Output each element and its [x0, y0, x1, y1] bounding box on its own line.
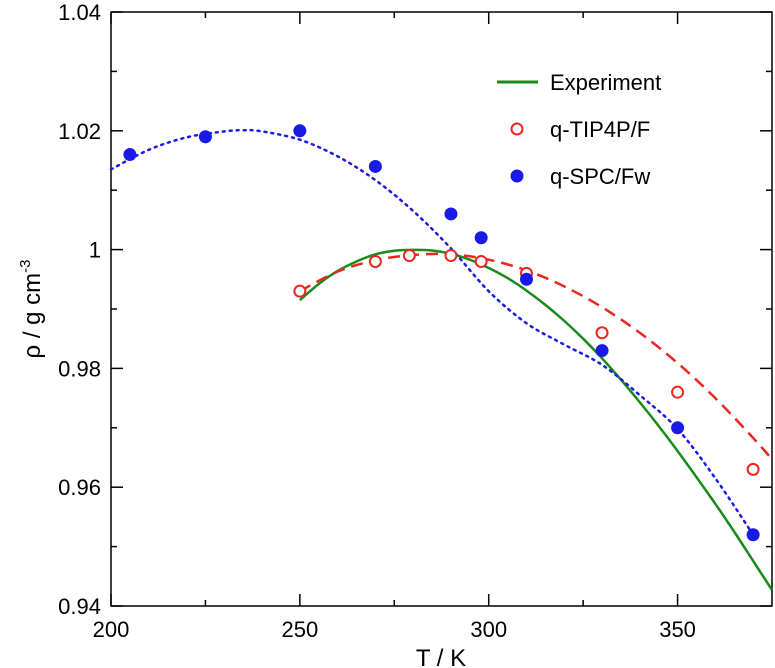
legend-experiment-label: Experiment	[550, 70, 661, 95]
tip4p-point	[474, 254, 488, 268]
plot-frame	[110, 11, 773, 607]
legend-tip4p-label: q-TIP4P/F	[550, 117, 650, 142]
y-tick-label: 0.96	[58, 475, 101, 500]
x-tick-label: 200	[93, 617, 130, 642]
x-tick-label: 350	[659, 617, 696, 642]
spc-point	[746, 528, 760, 542]
x-tick-label: 300	[470, 617, 507, 642]
tip4p-point	[368, 254, 382, 268]
y-tick-label: 1	[89, 238, 101, 263]
experiment-line	[299, 248, 774, 591]
y-tick-label: 0.94	[58, 594, 101, 619]
series-markers	[123, 124, 760, 542]
spc-point	[519, 272, 533, 286]
legend: Experiment q-TIP4P/F q-SPC/Fw	[497, 70, 661, 189]
series-lines	[109, 128, 774, 591]
legend-tip4p-swatch	[510, 122, 524, 136]
x-tick-label: 250	[281, 617, 318, 642]
spc-point	[368, 159, 382, 173]
y-axis-title-main: ρ / g cm	[19, 273, 46, 359]
tip4p-point	[402, 249, 416, 263]
legend-spc-swatch	[510, 169, 524, 183]
tip4p-point	[444, 249, 458, 263]
tip4p-point	[595, 326, 609, 340]
tip4p-fit-line	[299, 252, 773, 461]
axis-ticks: 200 250 300 350 0.94 0.96 0.98 1 1.02 1.04	[58, 0, 772, 642]
spc-fit-line	[109, 128, 755, 536]
tip4p-point	[293, 284, 307, 298]
tip4p-point	[671, 385, 685, 399]
y-tick-label: 1.02	[58, 119, 101, 144]
spc-point	[444, 207, 458, 221]
y-axis-title: ρ / g cm-3	[17, 259, 46, 358]
y-tick-label: 0.98	[58, 356, 101, 381]
x-axis-title: T / K	[416, 645, 466, 668]
spc-point	[474, 231, 488, 245]
spc-point	[293, 124, 307, 138]
tip4p-point	[746, 462, 760, 476]
spc-point	[123, 148, 137, 162]
y-axis-title-superscript: -3	[17, 259, 34, 272]
spc-point	[671, 421, 685, 435]
spc-point	[595, 344, 609, 358]
y-tick-label: 1.04	[58, 0, 101, 25]
legend-spc-label: q-SPC/Fw	[550, 164, 650, 189]
spc-point	[198, 130, 212, 144]
